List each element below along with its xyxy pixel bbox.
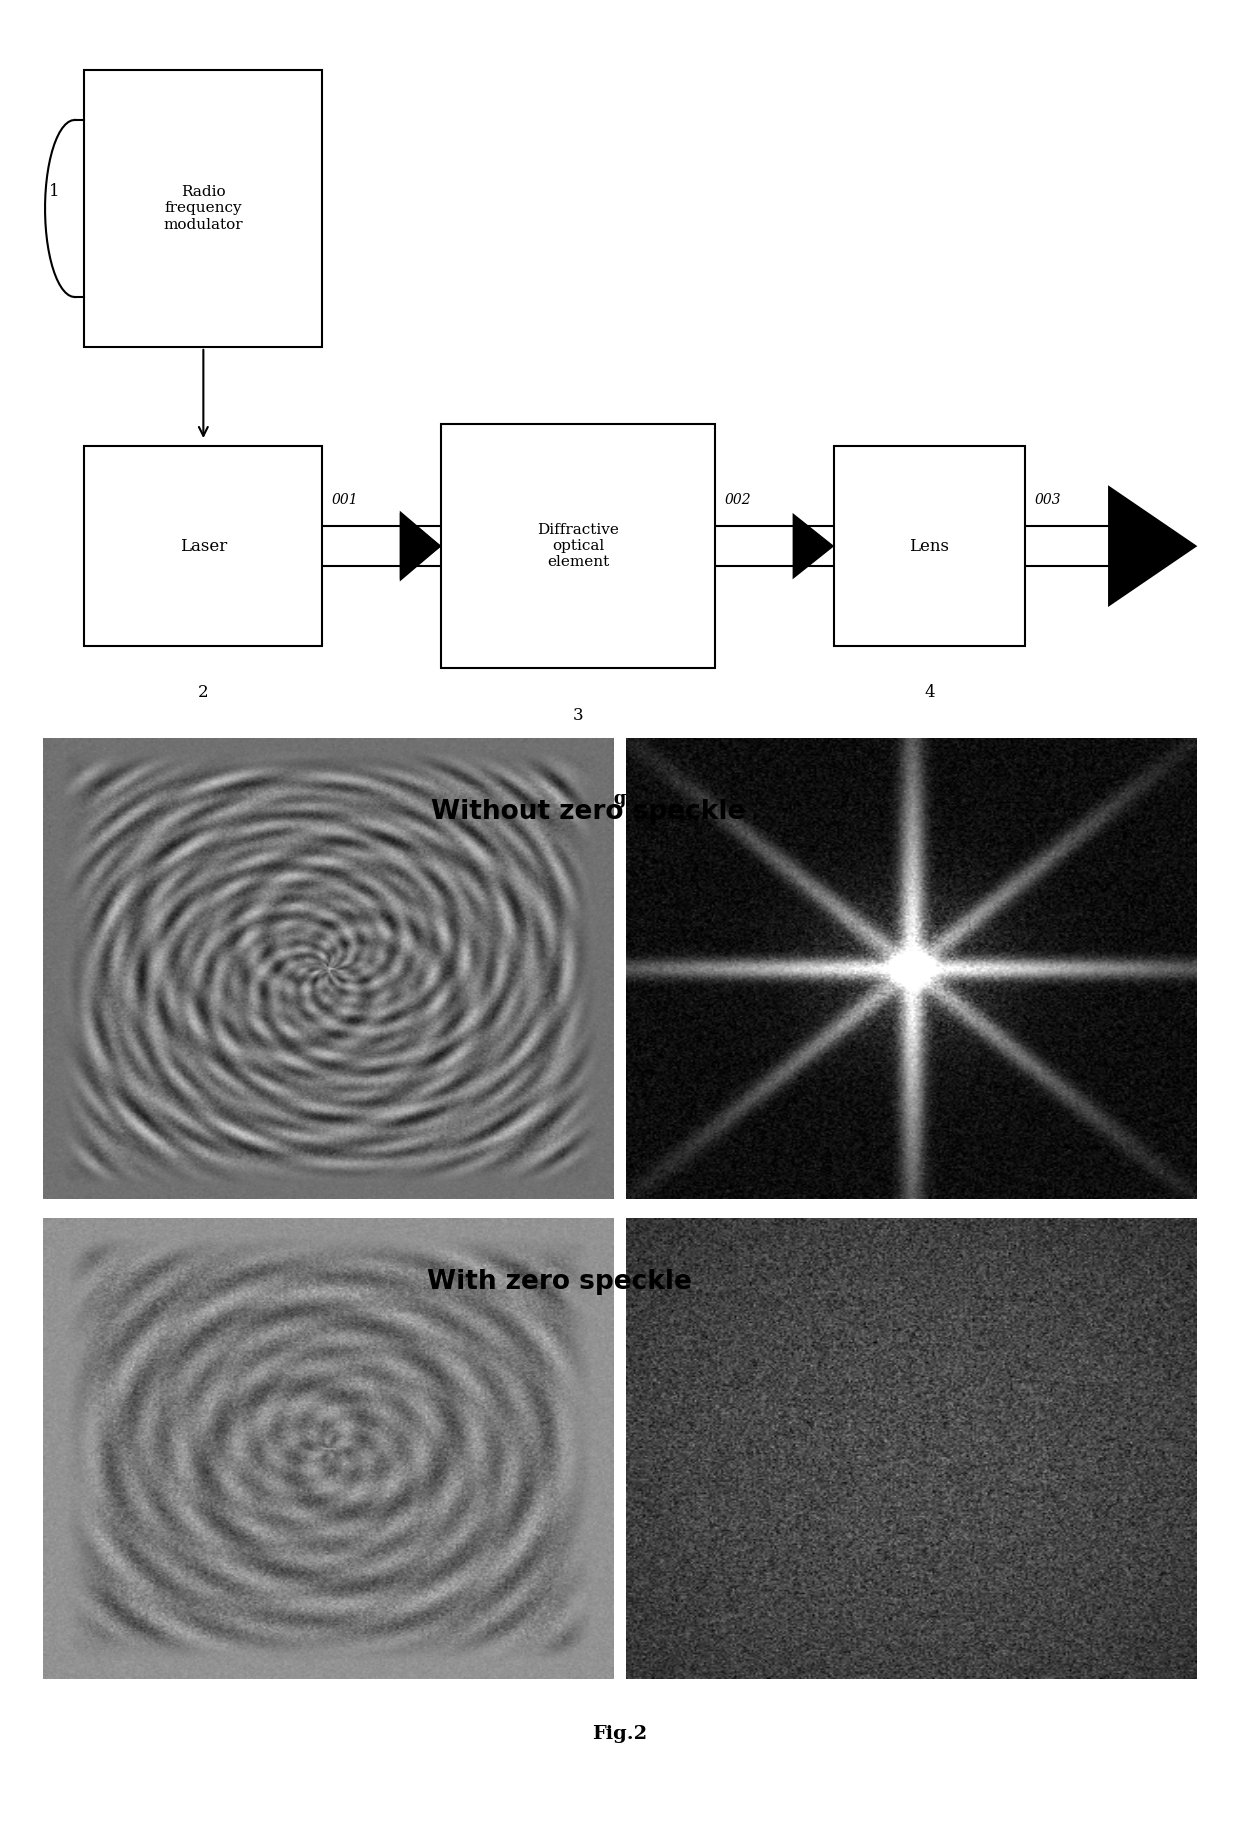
FancyBboxPatch shape xyxy=(84,446,322,646)
FancyBboxPatch shape xyxy=(835,446,1024,646)
Text: Fig.1: Fig.1 xyxy=(594,790,646,808)
Text: Without zero speckle: Without zero speckle xyxy=(432,799,745,825)
Text: 3: 3 xyxy=(573,707,584,723)
Polygon shape xyxy=(1109,485,1198,607)
Text: 002: 002 xyxy=(724,493,751,507)
Text: 1: 1 xyxy=(50,183,60,201)
Polygon shape xyxy=(399,511,441,581)
Polygon shape xyxy=(399,513,441,579)
FancyBboxPatch shape xyxy=(84,70,322,347)
Text: 4: 4 xyxy=(924,684,935,701)
Text: Fig.2: Fig.2 xyxy=(593,1725,647,1744)
Text: With zero speckle: With zero speckle xyxy=(427,1269,692,1295)
Text: 2: 2 xyxy=(198,684,208,701)
Polygon shape xyxy=(792,513,835,579)
Text: Laser: Laser xyxy=(180,537,227,555)
Text: Diffractive
optical
element: Diffractive optical element xyxy=(537,522,619,570)
Text: Radio
frequency
modulator: Radio frequency modulator xyxy=(164,184,243,232)
Text: Lens: Lens xyxy=(909,537,950,555)
FancyBboxPatch shape xyxy=(441,424,715,668)
Text: 003: 003 xyxy=(1034,493,1061,507)
Text: 001: 001 xyxy=(332,493,358,507)
